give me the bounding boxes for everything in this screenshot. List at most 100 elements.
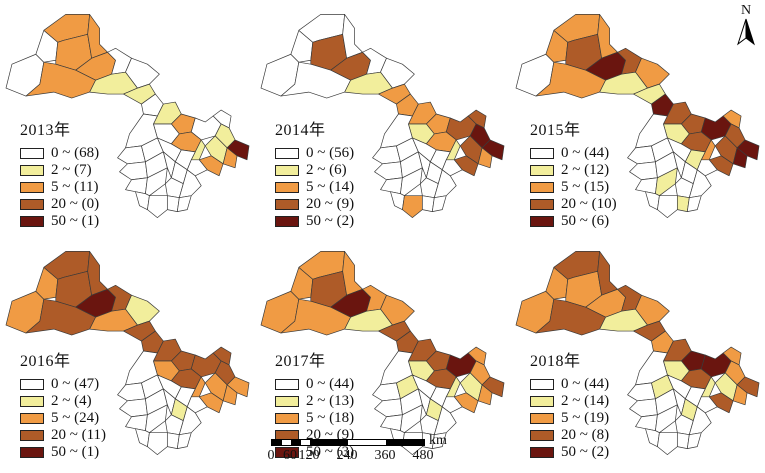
county-polygon (467, 346, 487, 366)
legend-swatch-class0 (275, 147, 299, 159)
legend-label: 0 ~ (44) (561, 376, 610, 392)
scale-bar-track (271, 439, 425, 446)
legend-label: 2 ~ (12) (561, 162, 610, 178)
north-label: N (740, 3, 752, 18)
county-polygon (222, 147, 238, 169)
county-polygon (481, 376, 505, 398)
county-polygon (145, 167, 168, 197)
legend-row: 5 ~ (18) (275, 410, 405, 426)
legend-label: 2 ~ (14) (561, 393, 610, 409)
legend-swatch-class0 (20, 378, 44, 390)
legend-label: 50 ~ (1) (51, 444, 100, 460)
legend-row: 2 ~ (14) (530, 393, 660, 409)
legend-swatch-class2 (20, 412, 44, 424)
county-polygon (402, 195, 423, 218)
county-polygon (453, 155, 479, 177)
legend-row: 2 ~ (7) (20, 162, 150, 178)
map-svg-2015 (515, 14, 760, 218)
legend-row: 5 ~ (15) (530, 179, 660, 195)
legend-title: 2016年 (20, 353, 71, 370)
legend-label: 20 ~ (8) (561, 427, 610, 443)
county-polygon (597, 14, 618, 59)
county-polygon (481, 139, 505, 161)
legend-label: 5 ~ (18) (306, 410, 355, 426)
legend-label: 20 ~ (10) (561, 196, 617, 212)
legend-row: 50 ~ (3) (275, 444, 405, 460)
legend-row: 5 ~ (24) (20, 410, 150, 426)
county-polygon (732, 384, 748, 406)
county-polygon (378, 83, 411, 105)
county-polygon (657, 432, 678, 455)
legend-label: 50 ~ (2) (306, 213, 355, 229)
scale-tick-label: 120 (298, 448, 320, 463)
county-polygon (441, 396, 463, 414)
county-polygon (722, 109, 742, 129)
legend-swatch-class0 (530, 378, 554, 390)
county-polygon (477, 384, 493, 406)
legend-label: 50 ~ (3) (306, 444, 355, 460)
legend-swatch-class1 (20, 395, 44, 407)
north-arrow: N (733, 4, 759, 51)
legend-row: 2 ~ (4) (20, 393, 150, 409)
county-polygon (145, 404, 168, 434)
legend-swatch-class3 (20, 429, 44, 441)
county-polygon (176, 195, 192, 212)
legend-row: 0 ~ (44) (530, 145, 660, 161)
legend-2013: 2013年 0 ~ (68) 2 ~ (7) 5 ~ (11) 20 ~ (0) 50 ~… (20, 116, 150, 230)
county-polygon (226, 139, 250, 161)
legend-label: 50 ~ (1) (51, 213, 100, 229)
scale-tick-label: 480 (412, 448, 434, 463)
legend-label: 50 ~ (2) (561, 444, 610, 460)
county-polygon (633, 83, 666, 105)
county-polygon (736, 139, 760, 161)
legend-2018: 2018年 0 ~ (44) 2 ~ (14) 5 ~ (19) 20 ~ (8) 50 … (530, 347, 660, 461)
county-polygon (732, 147, 748, 169)
legend-swatch-class2 (275, 181, 299, 193)
legend-label: 2 ~ (6) (306, 162, 347, 178)
scale-bar-segment (386, 440, 424, 445)
legend-label: 20 ~ (11) (51, 427, 107, 443)
legend-label: 5 ~ (14) (306, 179, 355, 195)
map-tile-2013: 2013年 0 ~ (68) 2 ~ (7) 5 ~ (11) 20 ~ (0) 50 ~… (0, 0, 255, 236)
county-polygon (123, 83, 156, 105)
legend-row: 5 ~ (14) (275, 179, 405, 195)
county-polygon (147, 432, 168, 455)
map-svg-2017 (260, 251, 505, 455)
legend-label: 5 ~ (24) (51, 410, 100, 426)
legend-2016: 2016年 0 ~ (47) 2 ~ (4) 5 ~ (24) 20 ~ (11) 50 … (20, 347, 150, 461)
legend-label: 5 ~ (19) (561, 410, 610, 426)
legend-row: 20 ~ (8) (530, 427, 660, 443)
map-tile-2015: 2015年 0 ~ (44) 2 ~ (12) 5 ~ (15) 20 ~ (10) 50… (510, 0, 765, 236)
legend-title: 2015年 (530, 122, 581, 139)
legend-swatch-class3 (20, 198, 44, 210)
county-polygon (212, 109, 232, 129)
legend-label: 20 ~ (9) (306, 196, 355, 212)
legend-swatch-class4 (275, 446, 299, 458)
legend-row: 0 ~ (44) (275, 376, 405, 392)
county-polygon (342, 251, 363, 296)
scale-tick-label: 60 (283, 448, 297, 463)
legend-label: 0 ~ (44) (306, 376, 355, 392)
legend-label: 0 ~ (56) (306, 145, 355, 161)
legend-swatch-class3 (530, 429, 554, 441)
map-tile-2018: 2018年 0 ~ (44) 2 ~ (14) 5 ~ (19) 20 ~ (8) 50 … (510, 237, 765, 473)
county-polygon (186, 159, 208, 177)
legend-swatch-class1 (275, 164, 299, 176)
county-polygon (736, 376, 760, 398)
county-polygon (212, 346, 232, 366)
legend-row: 50 ~ (1) (20, 444, 150, 460)
scale-bar: 0 60 120 240 360 480 km (268, 433, 461, 464)
legend-label: 2 ~ (4) (51, 393, 92, 409)
scale-bar-ticks: 0 60 120 240 360 480 (268, 448, 434, 464)
county-polygon (147, 195, 168, 218)
legend-swatch-class1 (20, 164, 44, 176)
county-polygon (597, 251, 618, 296)
legend-row: 2 ~ (13) (275, 393, 405, 409)
legend-row: 0 ~ (56) (275, 145, 405, 161)
scale-bar-segment (348, 440, 386, 445)
scale-bar-segment (310, 440, 348, 445)
county-polygon (453, 392, 479, 414)
legend-row: 20 ~ (0) (20, 196, 150, 212)
legend-row: 2 ~ (6) (275, 162, 405, 178)
legend-label: 5 ~ (11) (51, 179, 99, 195)
